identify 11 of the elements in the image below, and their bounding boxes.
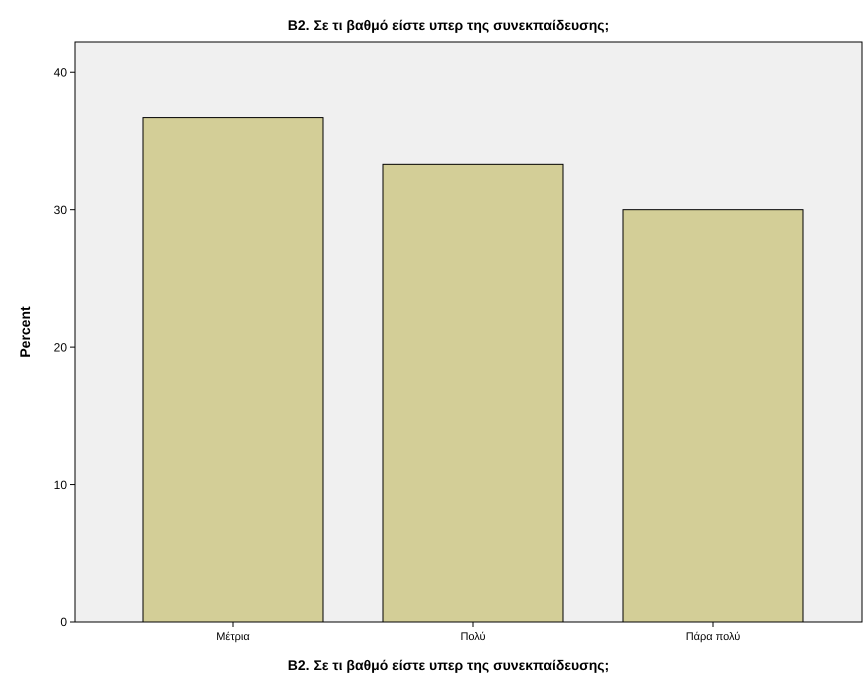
x-tick-label: Πολύ xyxy=(460,631,486,643)
y-tick-label: 20 xyxy=(54,340,68,354)
y-tick-label: 10 xyxy=(54,478,68,492)
y-tick-label: 30 xyxy=(54,202,68,217)
y-tick-label: 0 xyxy=(60,615,68,630)
chart-title: B2. Σε τι βαθμό είστε υπερ της συνεκπαίδευσης; xyxy=(288,17,610,33)
x-tick-label: Μέτρια xyxy=(216,631,250,643)
y-axis-title: Percent xyxy=(17,306,33,358)
y-tick-label: 40 xyxy=(54,65,68,80)
x-axis-title: B2. Σε τι βαθμό είστε υπερ της συνεκπαίδευσης; xyxy=(288,657,610,673)
x-tick-label: Πάρα πολύ xyxy=(686,631,740,643)
